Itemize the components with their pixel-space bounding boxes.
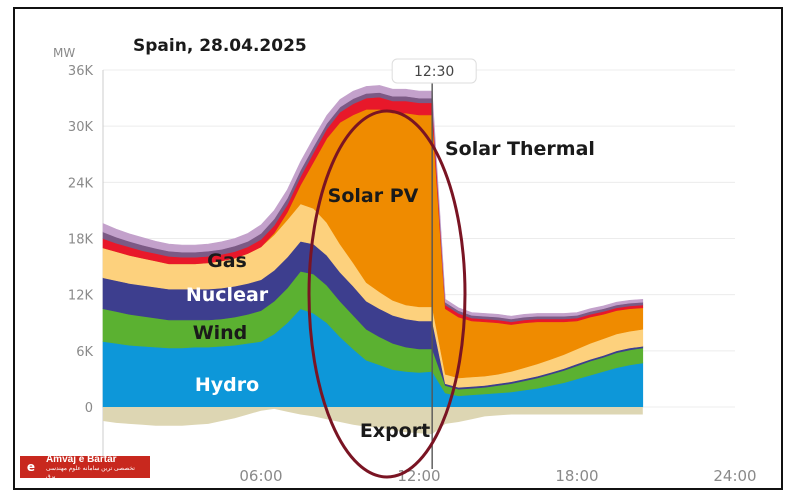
y-tick-label: 12K [68,289,94,304]
series-label-hydro: Hydro [195,374,259,396]
logo-mark: e [20,456,42,478]
x-tick-label: 06:00 [239,467,282,485]
watermark-logo: e Amvaj e Bartar تخصصی ترین سامانه علوم … [20,453,150,480]
y-tick-label: 18K [68,233,94,248]
x-tick-label: 12:00 [397,467,440,485]
logo-name: Amvaj e Bartar [45,453,117,465]
cursor-time-label: 12:30 [414,64,454,80]
highlight-ellipse [307,109,467,479]
series-label-gas: Gas [207,250,247,272]
cursor-time-box [391,58,477,84]
logo-text: Amvaj e Bartar تخصصی ترین سامانه علوم مه… [41,453,150,480]
y-unit-label: MW [53,46,75,60]
logo-subtitle: تخصصی ترین سامانه علوم مهندسی برق [45,465,135,480]
x-tick-label: 18:00 [555,467,598,485]
y-tick-label: 0 [85,401,93,416]
y-tick-label: 30K [68,120,94,135]
y-tick-label: 36K [68,64,94,79]
stacked-area-chart: 0 6K 12K 18K 24K 30K 36K MW 06:00 12:00 18:00 24:00… [53,36,757,485]
series-label-export: Export [360,420,430,442]
chart-title: Spain, 28.04.2025 [133,36,307,56]
x-tick-label: 24:00 [713,467,756,485]
area-cogeneration [102,85,644,320]
series-label-wind: Wind [193,322,248,344]
series-label-nuclear: Nuclear [186,284,269,306]
area-export [103,407,643,435]
y-tick-label: 24K [68,176,94,191]
series-label-solar-pv: Solar PV [328,185,419,207]
series-label-solar-thermal: Solar Thermal [445,138,595,160]
y-tick-label: 6K [76,345,93,360]
chart-frame: 0 6K 12K 18K 24K 30K 36K MW 06:00 12:00 18:00 24:00… [13,7,783,490]
